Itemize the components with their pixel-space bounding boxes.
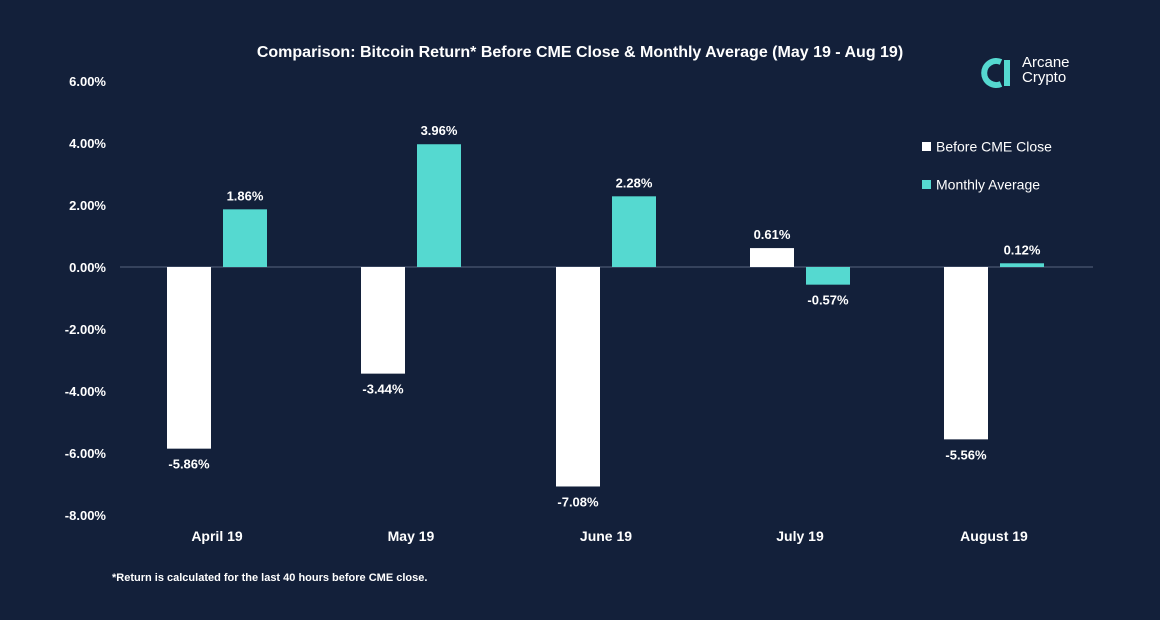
- chart-legend: Before CME Close Monthly Average: [922, 137, 1052, 213]
- bar-before-cme-close-0: [167, 267, 211, 449]
- data-label: 0.12%: [1004, 242, 1041, 257]
- legend-label-before-cme-close: Before CME Close: [936, 138, 1052, 155]
- legend-item-before-cme-close: Before CME Close: [922, 137, 1052, 157]
- y-tick-label: -8.00%: [65, 508, 107, 523]
- y-tick-label: 4.00%: [69, 136, 106, 151]
- y-tick-label: 0.00%: [69, 260, 106, 275]
- logo-text-line2: Crypto: [1022, 69, 1067, 86]
- footnote: *Return is calculated for the last 40 ho…: [112, 572, 428, 584]
- legend-label-monthly-average: Monthly Average: [936, 176, 1041, 193]
- bar-before-cme-close-4: [944, 267, 988, 440]
- logo-text-line1: Arcane: [1022, 54, 1070, 71]
- data-label: -5.56%: [945, 447, 987, 462]
- bar-monthly-average-1: [417, 144, 461, 267]
- chart-title: Comparison: Bitcoin Return* Before CME C…: [256, 44, 904, 61]
- legend-swatch-before-cme-close: [922, 141, 931, 151]
- bar-monthly-average-0: [223, 209, 267, 267]
- y-tick-label: 2.00%: [69, 198, 106, 213]
- x-category-label: August 19: [960, 528, 1028, 544]
- x-category-label: May 19: [388, 528, 435, 544]
- x-category-label: June 19: [580, 528, 632, 544]
- data-label: -0.57%: [807, 293, 849, 308]
- bar-monthly-average-3: [806, 267, 850, 285]
- data-label: 2.28%: [616, 175, 653, 190]
- data-label: -3.44%: [362, 382, 404, 397]
- bar-monthly-average-4: [1000, 263, 1044, 267]
- y-tick-label: -2.00%: [65, 322, 107, 337]
- bar-monthly-average-2: [612, 196, 656, 267]
- data-label: -5.86%: [168, 457, 210, 472]
- data-label: 3.96%: [421, 123, 458, 138]
- x-category-label: April 19: [191, 528, 243, 544]
- legend-item-monthly-average: Monthly Average: [922, 175, 1052, 195]
- arcane-logo-icon: [981, 58, 1010, 88]
- bar-before-cme-close-2: [556, 267, 600, 487]
- data-label: 1.86%: [227, 188, 264, 203]
- legend-swatch-monthly-average: [922, 179, 931, 189]
- y-tick-label: 6.00%: [69, 74, 106, 89]
- bar-before-cme-close-3: [750, 248, 794, 267]
- x-category-label: July 19: [776, 528, 824, 544]
- y-tick-label: -6.00%: [65, 446, 107, 461]
- bar-before-cme-close-1: [361, 267, 405, 374]
- arcane-crypto-logo: Arcane Crypto: [978, 55, 1098, 95]
- data-label: 0.61%: [754, 227, 791, 242]
- y-tick-label: -4.00%: [65, 384, 107, 399]
- data-label: -7.08%: [557, 494, 599, 509]
